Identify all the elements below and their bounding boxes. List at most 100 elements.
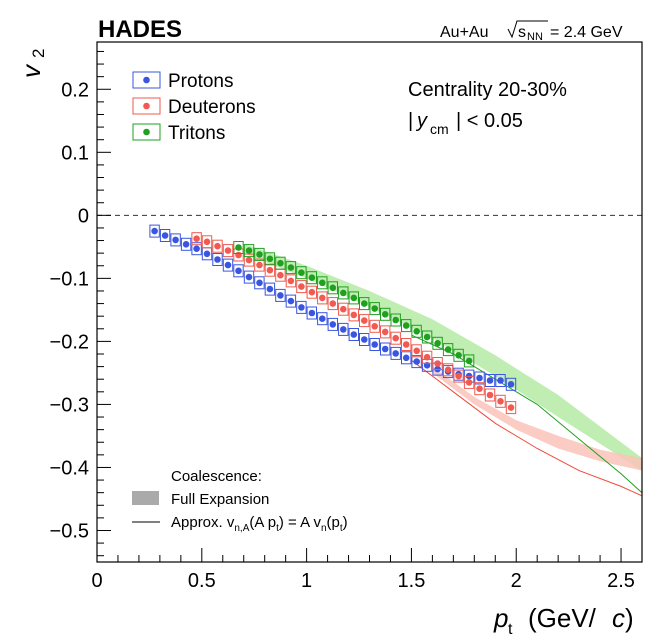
syst-box: [317, 312, 328, 326]
data-point: [264, 252, 276, 266]
data-point: [264, 263, 276, 277]
data-point: [306, 306, 318, 320]
legend-swatch-marker: [143, 102, 150, 110]
marker: [371, 323, 379, 330]
coalescence-legend: Coalescence: Full Expansion Approx. vn,A…: [132, 468, 348, 534]
marker: [256, 251, 263, 258]
model-line-tritons: [411, 334, 643, 494]
marker: [287, 297, 295, 305]
syst-box: [149, 224, 160, 238]
syst-box: [201, 235, 213, 249]
x-axis-title: p t (GeV/ c ): [493, 603, 634, 638]
data-point: [380, 307, 391, 321]
syst-box: [170, 233, 181, 247]
data-point: [191, 232, 202, 246]
syst-box: [222, 258, 234, 272]
syst-box: [233, 241, 244, 254]
data-point: [201, 247, 213, 261]
data-point: [390, 346, 401, 360]
data-point: [180, 237, 192, 251]
syst-box: [380, 342, 391, 356]
data-point: [348, 328, 360, 341]
data-point: [411, 324, 422, 338]
marker: [507, 404, 515, 411]
syst-box: [421, 350, 433, 364]
syst-box: [411, 324, 422, 338]
syst-box: [338, 302, 349, 316]
syst-box: [484, 388, 496, 402]
syst-box: [285, 294, 297, 308]
data-point: [401, 338, 412, 351]
marker: [340, 326, 347, 333]
coal-sub3: n: [321, 523, 327, 534]
marker: [434, 360, 441, 367]
syst-box: [359, 333, 370, 346]
y-tick-label: −0.3: [50, 394, 89, 416]
marker: [235, 251, 242, 259]
marker: [193, 235, 200, 242]
y-tick-label: 0: [78, 205, 89, 227]
marker: [423, 353, 431, 361]
y-axis-symbol: v: [16, 63, 46, 78]
legend-entry-deuterons: Deuterons: [132, 97, 256, 118]
syst-box: [484, 374, 496, 387]
legend-label: Deuterons: [168, 97, 256, 118]
data-point: [317, 312, 328, 326]
syst-box: [453, 348, 464, 362]
data-point: [296, 300, 307, 314]
marker: [151, 227, 158, 235]
legend-swatch-box: [132, 97, 161, 115]
syst-box: [159, 229, 171, 242]
data-point: [201, 235, 213, 249]
y-axis-title: v 2: [16, 49, 48, 78]
data-point: [432, 336, 443, 350]
marker: [235, 267, 242, 275]
syst-box: [463, 375, 475, 389]
marker: [350, 294, 358, 302]
marker: [224, 247, 232, 254]
data-point: [453, 348, 464, 362]
data-point: [359, 333, 370, 346]
syst-box: [306, 271, 318, 285]
data-point: [254, 247, 265, 261]
x-axis-symbol: p: [493, 603, 508, 633]
syst-box: [243, 244, 255, 258]
data-point: [285, 274, 297, 288]
syst-box: [264, 252, 276, 266]
data-point: [474, 382, 485, 396]
marker: [497, 398, 504, 405]
syst-box: [401, 351, 412, 365]
data-point: [338, 286, 349, 300]
syst-box: [495, 394, 506, 408]
data-point: [338, 302, 349, 316]
x-axis-units-open: (GeV/: [528, 603, 597, 633]
model-line-deuterons: [411, 359, 643, 497]
syst-box: [327, 281, 339, 295]
data-point: [275, 288, 286, 302]
series-tritons: [233, 241, 475, 368]
data-point: [149, 224, 160, 238]
marker: [476, 385, 483, 393]
syst-box: [474, 382, 485, 396]
marker: [203, 250, 211, 258]
data-point: [432, 357, 443, 370]
x-tick-label: 0: [91, 570, 102, 592]
marker: [361, 317, 368, 324]
y-tick-label: −0.4: [50, 457, 89, 479]
marker: [214, 256, 221, 263]
marker: [161, 232, 169, 239]
series-deuterons: [191, 232, 517, 415]
syst-box: [233, 264, 244, 278]
coal-sub4: t: [340, 523, 343, 534]
coal-sub2: t: [276, 523, 279, 534]
marker: [329, 300, 337, 307]
syst-box: [348, 328, 360, 341]
marker: [224, 261, 232, 269]
data-point: [275, 268, 286, 282]
x-axis-units-c: c: [612, 603, 625, 633]
data-points: [149, 224, 517, 415]
syst-box: [254, 247, 265, 261]
marker: [245, 256, 253, 264]
syst-box: [191, 242, 202, 256]
